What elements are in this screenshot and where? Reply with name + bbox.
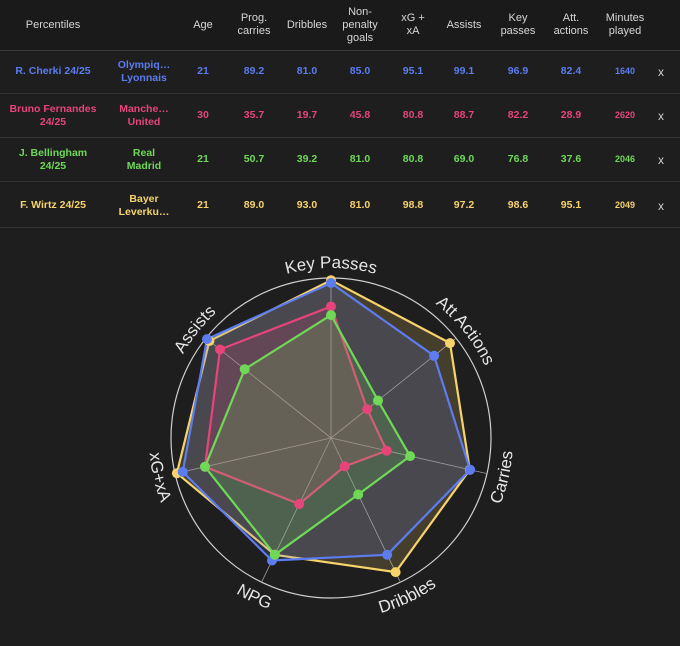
table-row: R. Cherki 24/25 Olympiq… Lyonnais 21 89.2 81… [0,50,680,94]
data-point[interactable] [326,278,336,288]
team-name: Real Madrid [126,146,162,172]
data-point[interactable] [429,350,440,361]
player-name: F. Wirtz 24/25 [20,199,86,211]
data-point[interactable] [381,445,392,456]
cell-assists: 69.0 [453,153,475,165]
data-point[interactable] [405,451,416,462]
cell-key-passes: 98.6 [507,199,529,211]
cell-dribbles: 93.0 [296,199,318,211]
series-area [181,281,472,562]
axis-label-text: xG+xA [146,451,176,505]
data-point[interactable] [177,466,188,477]
cell-att-actions: 82.4 [560,65,582,77]
cell-xg-xa: 95.1 [402,65,424,77]
team-name: Manche… United [119,102,169,128]
axis-label-text: Carries [486,450,516,506]
team-name: Olympiq… Lyonnais [117,58,171,84]
cell-att-actions: 37.6 [560,153,582,165]
cell-prog-carries: 50.7 [243,153,265,165]
data-point[interactable] [215,344,225,355]
header-dribbles[interactable]: Dribbles [286,18,328,31]
series-area [203,305,388,506]
player-name: R. Cherki 24/25 [15,65,91,77]
header-minutes-played[interactable]: Minutes played [605,12,645,37]
header-percentiles: Percentiles [25,18,81,31]
data-point[interactable] [294,499,305,509]
data-point[interactable] [373,395,383,406]
remove-row-button[interactable]: x [658,152,664,167]
header-key-passes[interactable]: Key passes [500,12,536,37]
data-point[interactable] [465,464,476,475]
cell-assists: 97.2 [453,199,475,211]
axis-label: xG+xA [146,451,176,505]
cell-age: 21 [197,65,209,77]
cell-key-passes: 76.8 [507,153,529,165]
data-point[interactable] [326,310,336,321]
data-point[interactable] [326,301,336,312]
player-name: Bruno Fernandes 24/25 [9,102,97,128]
remove-row-button[interactable]: x [658,108,664,123]
team-name: Bayer Leverku… [118,192,170,218]
table-row: F. Wirtz 24/25 Bayer Leverku… 21 89.0 93.0 81… [0,184,680,228]
cell-age: 21 [197,153,209,165]
cell-age: 21 [197,199,209,211]
series-area [175,279,471,574]
header-prog-carries[interactable]: Prog. carries [237,12,271,37]
cell-dribbles: 19.7 [296,109,318,121]
cell-prog-carries: 89.2 [243,65,265,77]
cell-assists: 99.1 [453,65,475,77]
axis-label-text: Dribbles [376,574,439,617]
cell-xg-xa: 80.8 [402,109,424,121]
header-npg[interactable]: Non- penalty goals [342,5,378,44]
cell-prog-carries: 89.0 [243,199,265,211]
header-att-actions[interactable]: Att. actions [553,12,589,37]
cell-prog-carries: 35.7 [243,109,265,121]
data-point[interactable] [339,461,350,472]
cell-key-passes: 82.2 [507,109,529,121]
cell-minutes-played: 2620 [614,110,636,120]
table-row: Bruno Fernandes 24/25 Manche… United 30 35.… [0,94,680,138]
cell-npg: 81.0 [349,199,371,211]
data-point[interactable] [202,334,212,345]
cell-att-actions: 28.9 [560,109,582,121]
axis-label: Key Passes [283,253,379,278]
table-row: J. Bellingham 24/25 Real Madrid 21 50.7 39.2… [0,138,680,182]
cell-assists: 88.7 [453,109,475,121]
cell-dribbles: 81.0 [296,65,318,77]
table-header: Percentiles Age Prog. carries Dribbles Non- … [0,0,680,51]
cell-minutes-played: 2046 [614,154,636,164]
axis-label: Dribbles [376,574,439,617]
cell-npg: 85.0 [349,65,371,77]
cell-minutes-played: 2049 [614,200,636,210]
data-point[interactable] [390,567,401,578]
header-xg-xa[interactable]: xG + xA [401,12,425,37]
player-name: J. Bellingham 24/25 [18,146,88,172]
data-point[interactable] [353,489,364,500]
cell-npg: 45.8 [349,109,371,121]
cell-xg-xa: 80.8 [402,153,424,165]
cell-xg-xa: 98.8 [402,199,424,211]
header-assists[interactable]: Assists [446,18,482,31]
data-point[interactable] [362,404,373,415]
series-area [203,313,412,556]
axis-label: Carries [486,450,516,506]
data-point[interactable] [200,461,210,472]
cell-dribbles: 39.2 [296,153,318,165]
radar-spoke [205,337,332,439]
data-point[interactable] [239,364,250,375]
cell-att-actions: 95.1 [560,199,582,211]
cell-age: 30 [197,109,209,121]
data-point[interactable] [382,549,393,560]
data-point[interactable] [445,338,455,349]
header-age[interactable]: Age [193,18,213,31]
remove-row-button[interactable]: x [658,64,664,79]
data-point[interactable] [269,549,280,560]
cell-key-passes: 96.9 [507,65,529,77]
axis-label-text: Key Passes [283,253,379,278]
remove-row-button[interactable]: x [658,198,664,213]
cell-minutes-played: 1640 [614,66,636,76]
cell-npg: 81.0 [349,153,371,165]
